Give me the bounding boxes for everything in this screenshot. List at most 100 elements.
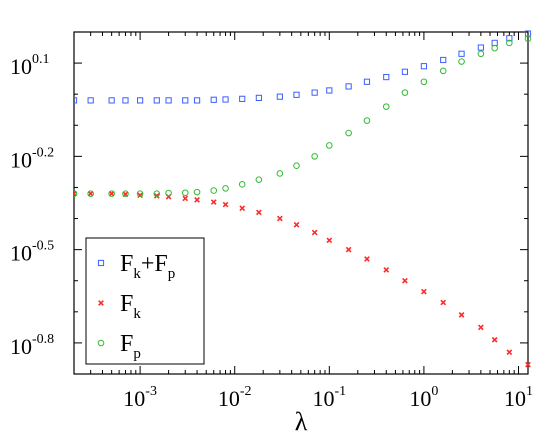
data-point bbox=[238, 181, 246, 188]
series-1 bbox=[74, 190, 531, 368]
data-point bbox=[402, 277, 408, 284]
data-point bbox=[439, 67, 447, 75]
data-point bbox=[136, 190, 144, 197]
data-point-stroke bbox=[506, 349, 513, 356]
data-point-stroke bbox=[153, 192, 160, 199]
data-point bbox=[326, 142, 333, 149]
data-point bbox=[458, 50, 465, 57]
data-point bbox=[108, 190, 115, 197]
data-point bbox=[108, 97, 115, 104]
legend-marker bbox=[97, 339, 105, 347]
data-marks bbox=[74, 30, 532, 368]
data-point bbox=[210, 187, 218, 194]
data-point-stroke bbox=[210, 199, 217, 205]
data-point-stroke bbox=[182, 195, 189, 202]
data-point bbox=[420, 63, 428, 70]
data-point-stroke bbox=[458, 312, 465, 318]
data-point bbox=[74, 190, 78, 197]
data-point bbox=[137, 97, 144, 104]
data-point bbox=[421, 288, 427, 295]
data-point bbox=[382, 103, 390, 110]
series-2 bbox=[74, 35, 532, 197]
data-point bbox=[364, 256, 370, 262]
data-point bbox=[440, 299, 447, 306]
data-point bbox=[458, 58, 465, 65]
data-point bbox=[74, 97, 78, 104]
data-point-stroke bbox=[491, 336, 498, 343]
data-point bbox=[345, 246, 352, 253]
legend-marker bbox=[97, 259, 105, 267]
data-point bbox=[420, 78, 428, 86]
legend-label: Fk bbox=[120, 291, 141, 322]
data-point-stroke bbox=[383, 266, 390, 273]
data-point bbox=[87, 97, 94, 104]
data-point-stroke bbox=[137, 192, 143, 199]
series-0 bbox=[74, 30, 532, 104]
data-point bbox=[122, 97, 129, 104]
data-point bbox=[383, 73, 390, 81]
data-point bbox=[293, 221, 300, 228]
data-point bbox=[477, 44, 484, 51]
legend-label: Fk+Fp bbox=[120, 251, 175, 282]
data-point bbox=[345, 129, 352, 137]
data-point bbox=[193, 97, 201, 104]
x-tick-label: 10-1 bbox=[312, 384, 346, 411]
x-tick-label: 100 bbox=[409, 384, 438, 411]
data-point bbox=[506, 349, 513, 356]
data-point bbox=[222, 96, 229, 103]
data-point-stroke bbox=[477, 324, 484, 331]
data-point bbox=[87, 190, 94, 197]
data-point bbox=[137, 192, 143, 199]
data-point bbox=[401, 89, 409, 96]
data-point-stroke bbox=[311, 229, 318, 236]
data-point bbox=[222, 185, 229, 192]
data-point bbox=[153, 97, 160, 104]
data-point bbox=[182, 195, 189, 202]
x-tick-label: 101 bbox=[504, 384, 533, 411]
data-point bbox=[255, 209, 262, 216]
data-point bbox=[122, 190, 129, 197]
data-point bbox=[182, 97, 189, 104]
data-point bbox=[477, 324, 484, 331]
data-point-stroke bbox=[255, 209, 262, 216]
data-point bbox=[153, 192, 160, 199]
data-point-stroke bbox=[222, 201, 229, 208]
data-point bbox=[491, 44, 498, 52]
data-point-stroke bbox=[108, 190, 115, 197]
data-point bbox=[276, 215, 283, 222]
data-point bbox=[401, 68, 409, 75]
x-axis-label: λ bbox=[295, 407, 308, 436]
data-point bbox=[210, 96, 217, 103]
data-point bbox=[477, 50, 485, 58]
data-point bbox=[239, 205, 246, 212]
data-point bbox=[311, 153, 318, 160]
legend-box bbox=[85, 237, 205, 365]
data-point bbox=[293, 91, 300, 98]
data-point bbox=[255, 94, 262, 102]
data-point bbox=[255, 176, 263, 183]
data-point-stroke bbox=[239, 205, 246, 212]
legend-marker-stroke bbox=[98, 300, 104, 306]
data-point bbox=[326, 237, 333, 244]
x-tick-label: 10-3 bbox=[123, 384, 157, 411]
legend-marker bbox=[98, 300, 104, 306]
data-point bbox=[181, 189, 189, 197]
data-point-stroke bbox=[345, 246, 352, 253]
data-point bbox=[311, 229, 318, 236]
data-point bbox=[524, 35, 532, 43]
data-point bbox=[87, 190, 94, 197]
data-point bbox=[239, 95, 246, 102]
data-point-stroke bbox=[194, 197, 200, 203]
data-point bbox=[153, 190, 161, 197]
data-point-stroke bbox=[74, 192, 77, 197]
data-point-stroke bbox=[440, 299, 447, 306]
data-point bbox=[74, 190, 77, 197]
data-point bbox=[383, 266, 390, 273]
data-point-stroke bbox=[74, 190, 77, 195]
data-point bbox=[363, 78, 371, 85]
data-point bbox=[165, 97, 172, 104]
data-point-stroke bbox=[402, 277, 408, 284]
data-point-stroke bbox=[293, 221, 300, 228]
data-point bbox=[506, 35, 513, 42]
